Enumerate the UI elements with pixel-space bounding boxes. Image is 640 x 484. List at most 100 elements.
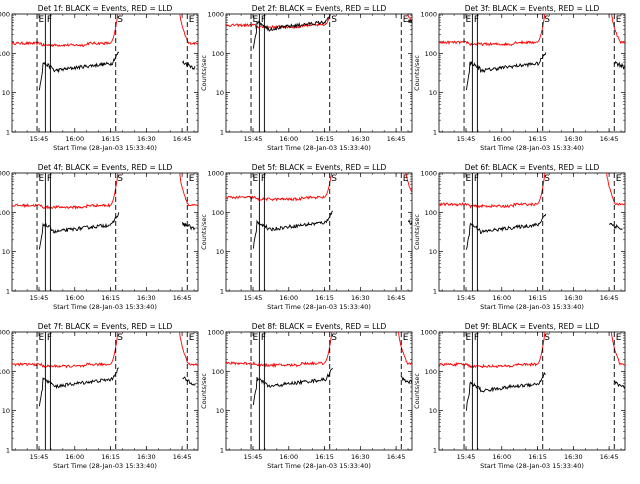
events-series-line (465, 52, 547, 91)
marker-label-f: F (261, 333, 266, 343)
y-tick-label: 10 (2, 407, 10, 415)
events-series-line (38, 51, 120, 91)
x-tick-label: 16:45 (173, 453, 192, 461)
marker-label-f: F (261, 174, 266, 184)
panel-det-3f: Det 3f: BLACK = Events, RED = LLD 1 10 100 1… (413, 4, 626, 152)
x-axis-label: Start Time (28-Jan-03 15:33:40) (267, 462, 371, 470)
marker-label-f: F (474, 333, 479, 343)
x-axis-label: Start Time (28-Jan-03 15:33:40) (480, 303, 584, 311)
panel-det-1f: Det 1f: BLACK = Events, RED = LLD 1 10 100 1… (0, 4, 199, 152)
x-axis-label: Start Time (28-Jan-03 15:33:40) (267, 144, 371, 152)
plot-frame (225, 172, 413, 292)
x-tick-label: 16:30 (137, 453, 156, 461)
marker-label-f: F (47, 333, 52, 343)
x-tick-label: 16:45 (387, 453, 406, 461)
marker-label-f: F (47, 174, 52, 184)
panel-title: Det 7f: BLACK = Events, RED = LLD (38, 322, 173, 331)
plot-frame (11, 331, 199, 451)
lld-series-line (439, 14, 625, 47)
panel-det-4f: Det 4f: BLACK = Events, RED = LLD 1 10 100 1… (0, 163, 199, 311)
x-tick-label: 16:45 (600, 135, 619, 143)
panel-title: Det 1f: BLACK = Events, RED = LLD (38, 4, 173, 13)
marker-label-e: E (403, 15, 409, 25)
panel-title: Det 4f: BLACK = Events, RED = LLD (38, 163, 173, 172)
marker-label-e: E (253, 15, 259, 25)
y-axis-label: Counts/sec (200, 214, 208, 250)
x-tick-label: 16:15 (101, 135, 120, 143)
plot-frame (438, 331, 626, 451)
y-tick-label: 1000 (0, 11, 10, 19)
panel-title: Det 9f: BLACK = Events, RED = LLD (465, 322, 600, 331)
series-group (439, 332, 625, 411)
events-series-line (465, 371, 546, 411)
events-series-line (182, 60, 196, 71)
lld-series-line (439, 173, 625, 209)
y-tick-label: 10 (2, 248, 10, 256)
panel-title: Det 8f: BLACK = Events, RED = LLD (252, 322, 387, 331)
marker-label-e: E (253, 174, 259, 184)
plot-frame (438, 13, 626, 133)
marker-label-s: S (331, 333, 337, 343)
events-series-line (252, 368, 333, 405)
x-tick-label: 16:30 (351, 135, 370, 143)
lld-series-line (226, 173, 412, 202)
y-tick-label: 1 (220, 447, 224, 455)
x-tick-label: 16:15 (315, 294, 334, 302)
x-tick-label: 16:00 (492, 453, 511, 461)
events-series-line (182, 376, 196, 386)
y-axis-label: Counts/sec (200, 55, 208, 91)
marker-label-e: E (466, 333, 472, 343)
x-axis-label: Start Time (28-Jan-03 15:33:40) (480, 144, 584, 152)
marker-label-s: S (117, 15, 123, 25)
y-tick-label: 1000 (207, 11, 224, 19)
series-group (226, 173, 412, 249)
marker-label-e: E (616, 174, 622, 184)
x-tick-label: 16:45 (600, 294, 619, 302)
marker-label-s: S (117, 174, 123, 184)
y-tick-label: 10 (216, 407, 224, 415)
marker-label-e: E (39, 174, 45, 184)
x-tick-label: 16:00 (279, 294, 298, 302)
y-tick-label: 1 (220, 288, 224, 296)
series-group (226, 332, 412, 405)
events-series-line (252, 210, 333, 249)
x-tick-label: 15:45 (244, 453, 263, 461)
x-tick-label: 16:00 (492, 135, 511, 143)
y-tick-label: 10 (216, 89, 224, 97)
marker-label-s: S (331, 174, 337, 184)
y-axis-label: Counts/sec (200, 373, 208, 409)
y-tick-label: 1000 (420, 11, 437, 19)
events-series-line (614, 380, 625, 389)
marker-label-f: F (261, 15, 266, 25)
marker-label-e: E (189, 333, 195, 343)
y-tick-label: 100 (425, 209, 437, 217)
marker-label-f: F (47, 15, 52, 25)
marker-label-s: S (117, 333, 123, 343)
plot-frame (225, 331, 413, 451)
y-tick-label: 10 (429, 407, 437, 415)
x-axis-label: Start Time (28-Jan-03 15:33:40) (480, 462, 584, 470)
x-tick-label: 16:15 (101, 294, 120, 302)
y-tick-label: 100 (425, 50, 437, 58)
x-tick-label: 16:30 (351, 294, 370, 302)
y-tick-label: 100 (425, 368, 437, 376)
marker-label-e: E (403, 174, 409, 184)
marker-label-e: E (39, 15, 45, 25)
y-tick-label: 1000 (0, 170, 10, 178)
x-tick-label: 16:30 (351, 453, 370, 461)
lld-series-line (439, 332, 625, 369)
x-tick-label: 16:45 (173, 135, 192, 143)
marker-label-e: E (403, 333, 409, 343)
plot-frame (11, 13, 199, 133)
y-tick-label: 1 (6, 129, 10, 137)
x-tick-label: 16:45 (387, 294, 406, 302)
events-series-line (38, 212, 120, 250)
lld-series-line (12, 14, 198, 48)
panel-title: Det 2f: BLACK = Events, RED = LLD (252, 4, 387, 13)
x-tick-label: 16:00 (279, 135, 298, 143)
series-group (439, 14, 625, 91)
lld-series-line (226, 332, 412, 368)
panel-det-5f: Det 5f: BLACK = Events, RED = LLD 1 10 100 1… (200, 163, 413, 311)
